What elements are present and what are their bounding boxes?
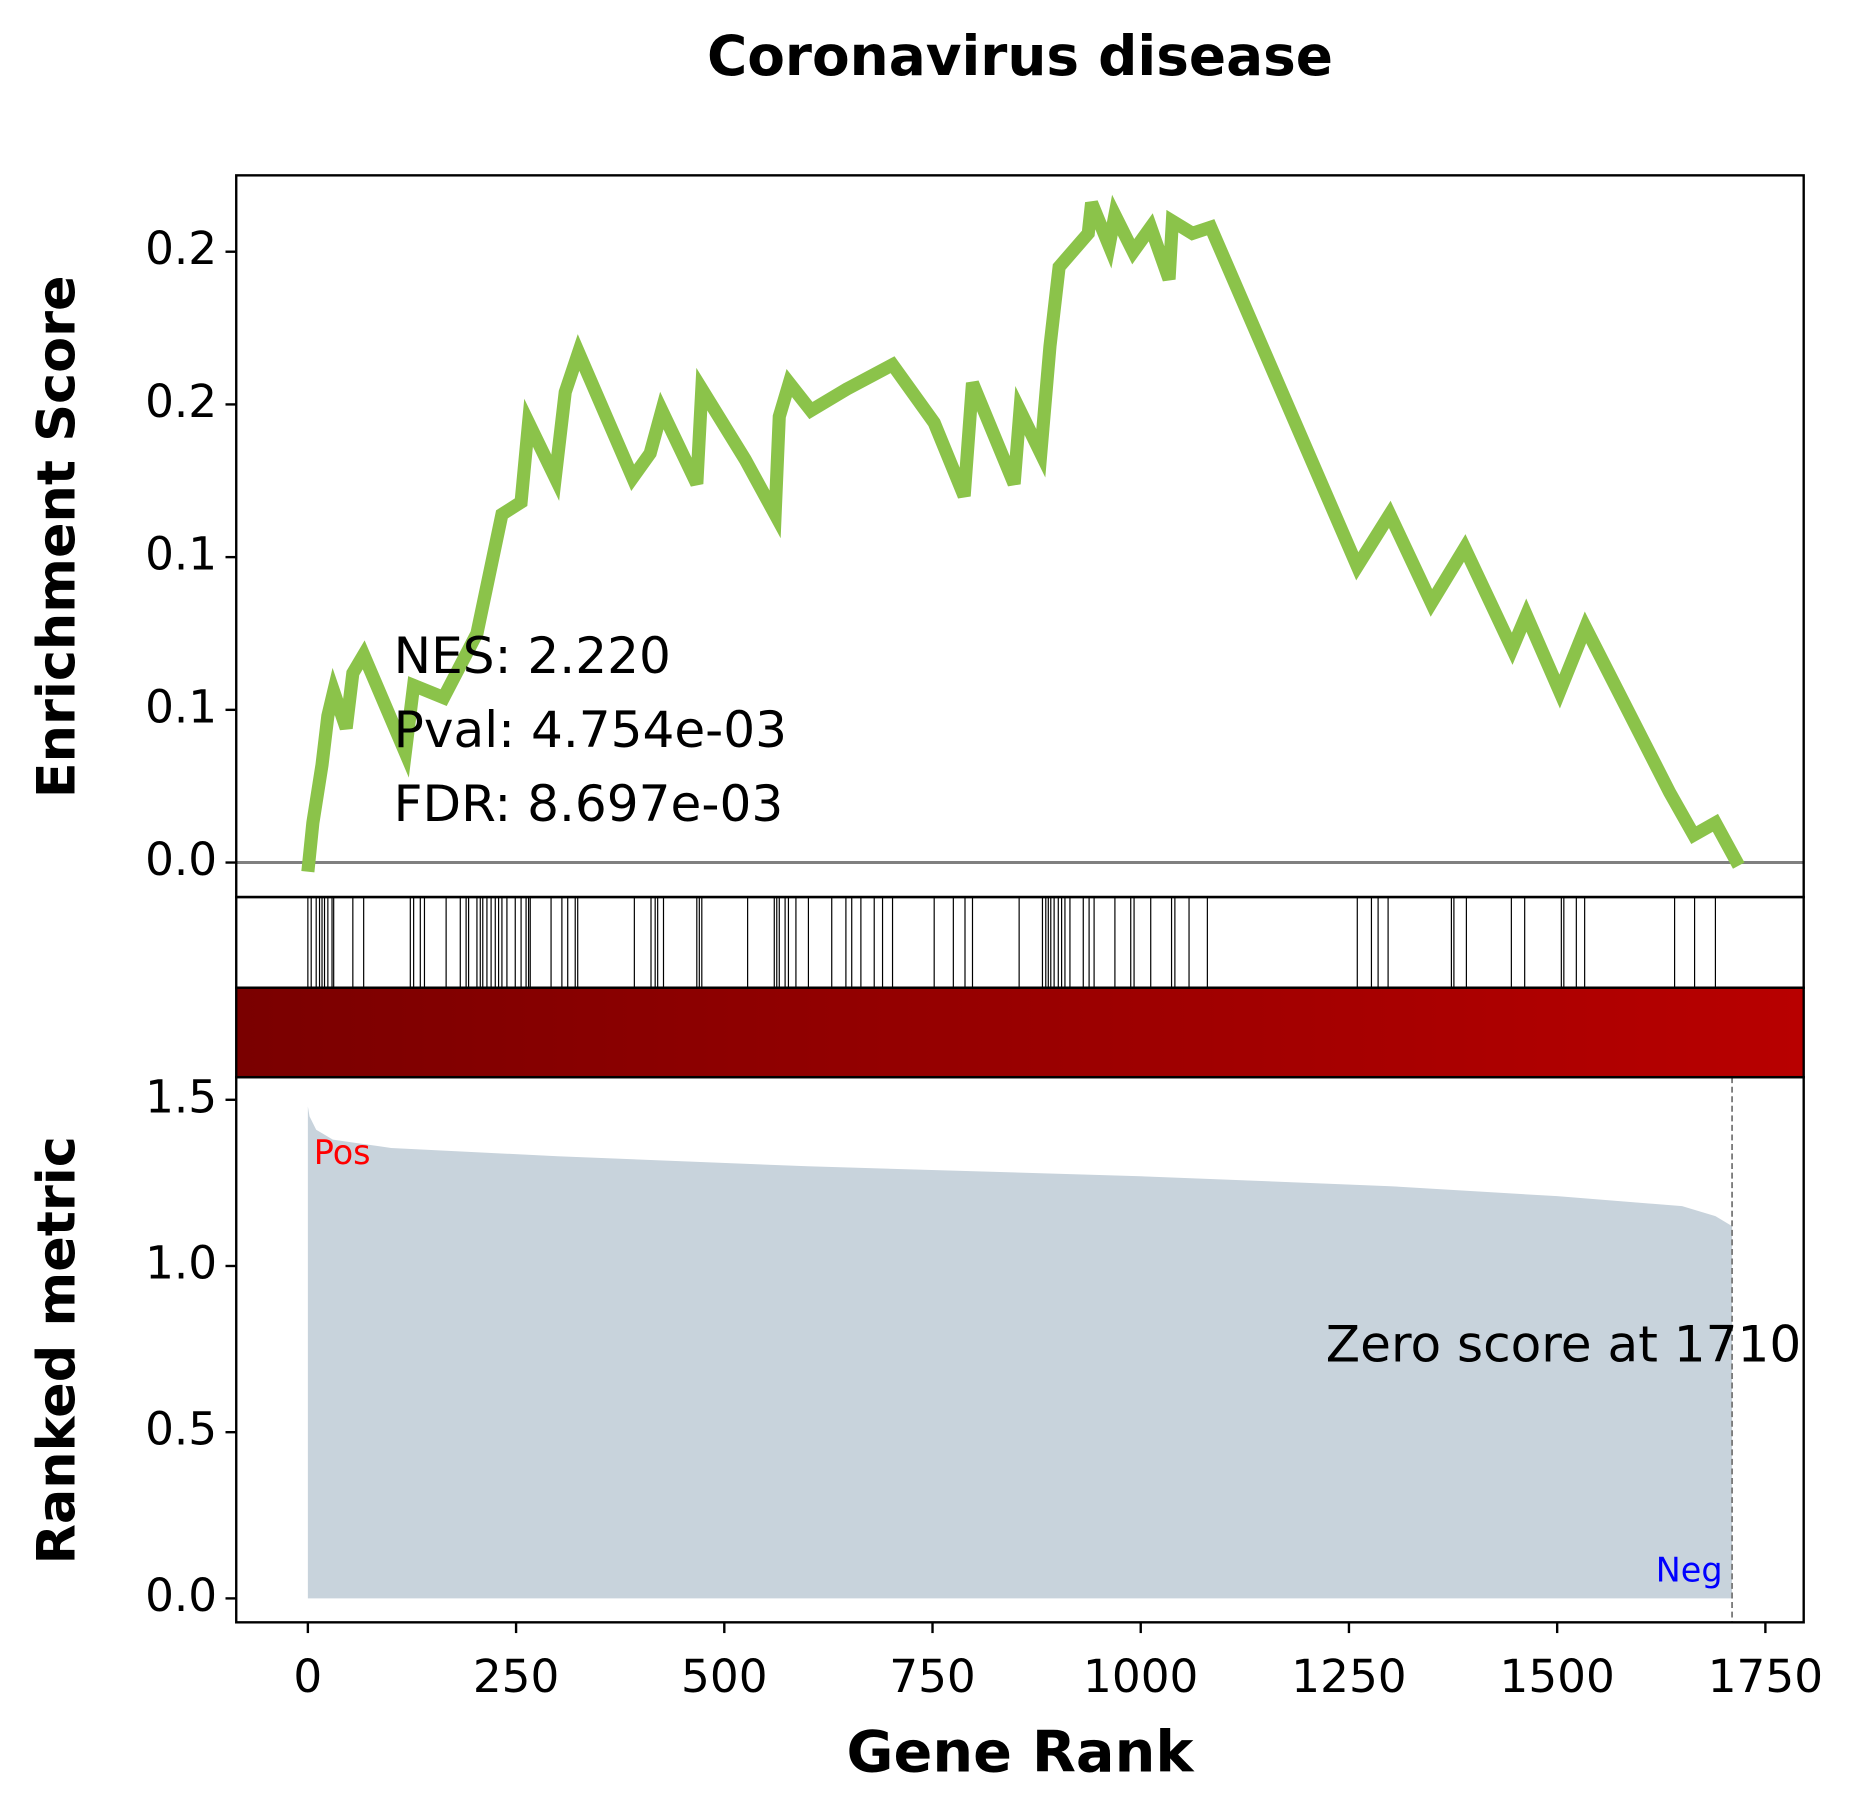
x-tick-label: 1500: [1500, 1650, 1615, 1703]
colorbar: [236, 987, 1804, 1078]
chart-title: Coronavirus disease: [707, 24, 1333, 88]
enrichment-score-line: [301, 194, 1745, 873]
ranked-metric-area: [307, 1106, 1733, 1599]
zero-score-label: Zero score at 1710: [1326, 1314, 1801, 1373]
neg-label: Neg: [1656, 1551, 1723, 1590]
y-tick-label: 0.1: [145, 680, 217, 733]
y-tick-label: 0.5: [145, 1403, 217, 1456]
x-tick-label: 250: [473, 1650, 560, 1703]
x-tick-label: 500: [681, 1650, 768, 1703]
x-tick-label: 750: [889, 1650, 976, 1703]
x-tick-label: 0: [293, 1650, 322, 1703]
x-axis-label: Gene Rank: [847, 1719, 1196, 1786]
y-tick-label: 0.0: [145, 1569, 217, 1622]
y-tick-label: 0.2: [145, 222, 217, 275]
x-tick-label: 1250: [1291, 1650, 1406, 1703]
y-tick-label: 0.1: [145, 528, 217, 581]
x-tick-label: 1750: [1708, 1650, 1823, 1703]
pos-label: Pos: [314, 1133, 371, 1172]
stat-label: FDR: 8.697e-03: [394, 774, 784, 833]
stat-label: NES: 2.220: [394, 626, 671, 685]
y-tick-label: 1.0: [145, 1236, 217, 1289]
x-tick-label: 1000: [1083, 1650, 1198, 1703]
y-axis-label: Enrichment Score: [26, 275, 87, 798]
panel-frame: [235, 1075, 1805, 1624]
y-tick-label: 0.0: [145, 833, 217, 886]
y-tick-label: 0.2: [145, 375, 217, 428]
panel-frame: [235, 895, 1805, 989]
y-tick-label: 1.5: [145, 1070, 217, 1123]
stat-label: Pval: 4.754e-03: [394, 700, 787, 759]
y-axis-label: Ranked metric: [26, 1136, 87, 1564]
